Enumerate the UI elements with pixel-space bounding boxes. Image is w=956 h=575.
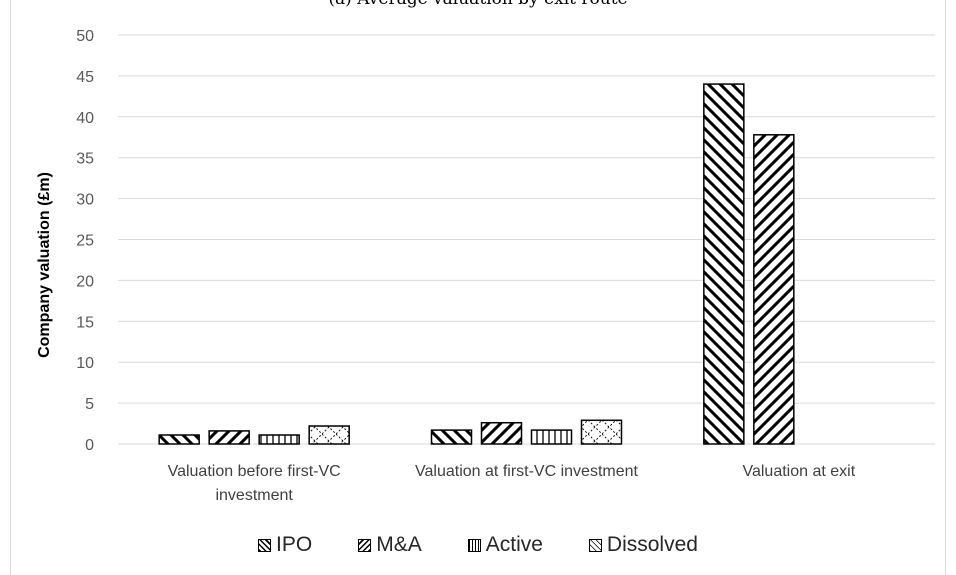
- legend-swatch: [358, 538, 372, 552]
- legend-item: M&A: [358, 533, 422, 557]
- y-tick-label: 50: [76, 28, 94, 45]
- bar-m-a: [480, 421, 523, 445]
- bar-active: [258, 434, 300, 445]
- legend-label: M&A: [376, 533, 422, 556]
- caption-fragment: (a) Average valuation by exit route: [0, 0, 956, 10]
- x-category-label: Valuation at first-VC investment: [415, 463, 638, 480]
- legend-swatch: [467, 538, 481, 552]
- legend-swatch: [588, 538, 602, 552]
- legend-label: Dissolved: [606, 533, 698, 556]
- bar-active: [530, 429, 573, 445]
- y-tick-label: 40: [76, 110, 94, 127]
- legend-swatch: [258, 538, 272, 552]
- legend-item: Dissolved: [588, 533, 698, 557]
- y-tick-label: 10: [76, 355, 94, 372]
- legend-label: IPO: [276, 533, 313, 556]
- y-tick-label: 15: [76, 314, 94, 331]
- y-tick-label: 25: [76, 233, 94, 250]
- y-tick-label: 45: [76, 69, 94, 86]
- y-tick-label: 5: [85, 396, 94, 413]
- bar-ipo: [158, 434, 200, 445]
- bar-ipo: [703, 83, 745, 445]
- x-category-label: Valuation before first-VC: [168, 463, 341, 480]
- bar-m-a: [208, 430, 250, 445]
- y-tick-label: 30: [76, 192, 94, 209]
- bar-dissolved: [308, 425, 350, 445]
- bar-dissolved: [580, 419, 623, 445]
- x-category-label: investment: [215, 487, 293, 504]
- legend: IPO M&A Active Dissolved: [0, 533, 956, 557]
- bar-ipo: [430, 429, 473, 445]
- legend-item: IPO: [258, 533, 312, 557]
- y-tick-label: 35: [76, 151, 94, 168]
- legend-label: Active: [485, 533, 543, 556]
- y-axis-label: Company valuation (£m): [36, 172, 53, 358]
- x-category-label: Valuation at exit: [742, 463, 855, 480]
- bar-m-a: [753, 134, 795, 445]
- legend-item: Active: [467, 533, 543, 557]
- y-tick-label: 20: [76, 273, 94, 290]
- chart-frame: [10, 0, 946, 575]
- y-tick-label: 0: [85, 437, 94, 454]
